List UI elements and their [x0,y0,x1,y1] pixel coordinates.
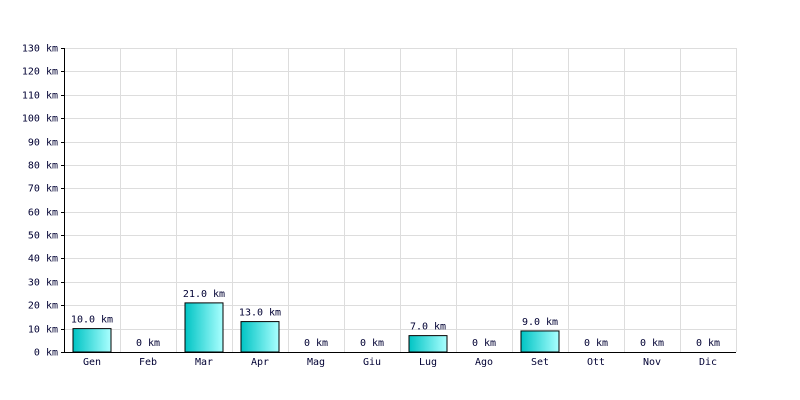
value-label: 10.0 km [71,315,113,326]
value-label: 0 km [472,338,496,349]
value-label: 0 km [304,338,328,349]
y-tick-label: 10 km [28,325,58,336]
y-tick-label: 20 km [28,301,58,312]
y-tick-label: 90 km [28,138,58,149]
x-tick-label: Gen [83,357,101,368]
x-tick-label: Ago [475,357,493,368]
x-tick-label: Nov [643,357,661,368]
x-tick-label: Lug [419,357,437,368]
value-label: 0 km [640,338,664,349]
x-tick-label: Apr [251,357,269,368]
y-tick-label: 100 km [22,114,58,125]
y-tick-label: 70 km [28,184,58,195]
y-tick-label: 130 km [22,44,58,55]
y-tick-label: 0 km [34,348,58,359]
x-tick-label: Giu [363,357,381,368]
bar [240,321,280,353]
y-tick-label: 80 km [28,161,58,172]
x-tick-label: Feb [139,357,157,368]
y-tick-label: 60 km [28,208,58,219]
value-label: 13.0 km [239,308,281,319]
bar [184,302,224,353]
y-tick-label: 30 km [28,278,58,289]
value-label: 0 km [584,338,608,349]
x-tick-label: Mar [195,357,213,368]
y-tick-label: 50 km [28,231,58,242]
value-label: 7.0 km [410,322,446,333]
value-label: 0 km [696,338,720,349]
value-label: 0 km [136,338,160,349]
y-tick-label: 40 km [28,254,58,265]
bar [408,335,448,353]
bar [520,330,560,353]
value-label: 21.0 km [183,289,225,300]
bar [72,328,112,353]
x-tick-label: Mag [307,357,325,368]
y-tick-label: 110 km [22,91,58,102]
y-tick-label: 120 km [22,67,58,78]
x-tick-label: Ott [587,357,605,368]
x-tick-label: Set [531,357,549,368]
value-label: 9.0 km [522,317,558,328]
value-label: 0 km [360,338,384,349]
x-tick-label: Dic [699,357,717,368]
